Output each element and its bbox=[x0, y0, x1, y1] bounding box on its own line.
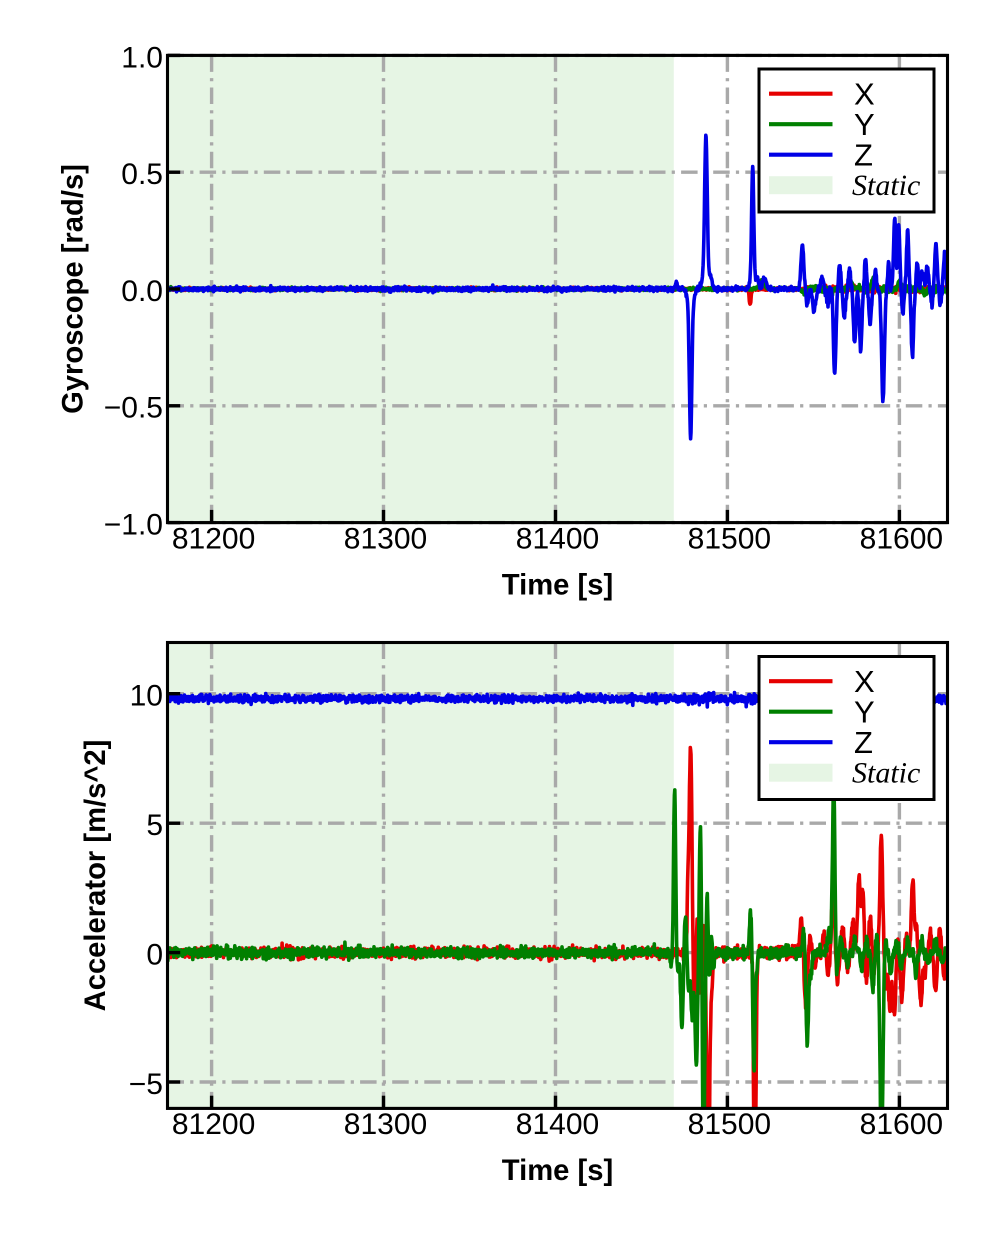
svg-text:Y: Y bbox=[854, 695, 875, 730]
svg-text:Time [s]: Time [s] bbox=[502, 569, 613, 601]
svg-text:Accelerator [m/s^2]: Accelerator [m/s^2] bbox=[80, 740, 112, 1012]
svg-text:81300: 81300 bbox=[344, 522, 427, 555]
svg-text:5: 5 bbox=[146, 809, 163, 842]
svg-text:X: X bbox=[854, 664, 875, 699]
svg-text:0.0: 0.0 bbox=[121, 275, 163, 308]
svg-text:−5: −5 bbox=[129, 1068, 163, 1101]
svg-text:Z: Z bbox=[854, 138, 873, 173]
svg-text:X: X bbox=[854, 77, 875, 112]
svg-text:0.5: 0.5 bbox=[121, 158, 163, 191]
svg-text:0: 0 bbox=[146, 939, 163, 972]
svg-text:Y: Y bbox=[854, 107, 875, 142]
svg-text:1.0: 1.0 bbox=[121, 41, 163, 74]
svg-text:81200: 81200 bbox=[172, 1108, 255, 1141]
svg-text:81200: 81200 bbox=[172, 522, 255, 555]
svg-text:81500: 81500 bbox=[688, 522, 771, 555]
svg-text:Time [s]: Time [s] bbox=[502, 1155, 613, 1187]
svg-text:81300: 81300 bbox=[344, 1108, 427, 1141]
svg-text:10: 10 bbox=[130, 680, 163, 713]
svg-text:−0.5: −0.5 bbox=[104, 392, 163, 425]
svg-text:81500: 81500 bbox=[688, 1108, 771, 1141]
svg-text:Gyroscope [rad/s]: Gyroscope [rad/s] bbox=[58, 164, 90, 414]
svg-text:Static: Static bbox=[852, 757, 920, 790]
svg-text:81400: 81400 bbox=[516, 1108, 599, 1141]
svg-text:81400: 81400 bbox=[516, 522, 599, 555]
svg-text:−1.0: −1.0 bbox=[104, 509, 163, 542]
svg-text:81600: 81600 bbox=[860, 522, 943, 555]
svg-text:81600: 81600 bbox=[860, 1108, 943, 1141]
svg-text:Static: Static bbox=[852, 169, 920, 202]
svg-text:Z: Z bbox=[854, 725, 873, 760]
